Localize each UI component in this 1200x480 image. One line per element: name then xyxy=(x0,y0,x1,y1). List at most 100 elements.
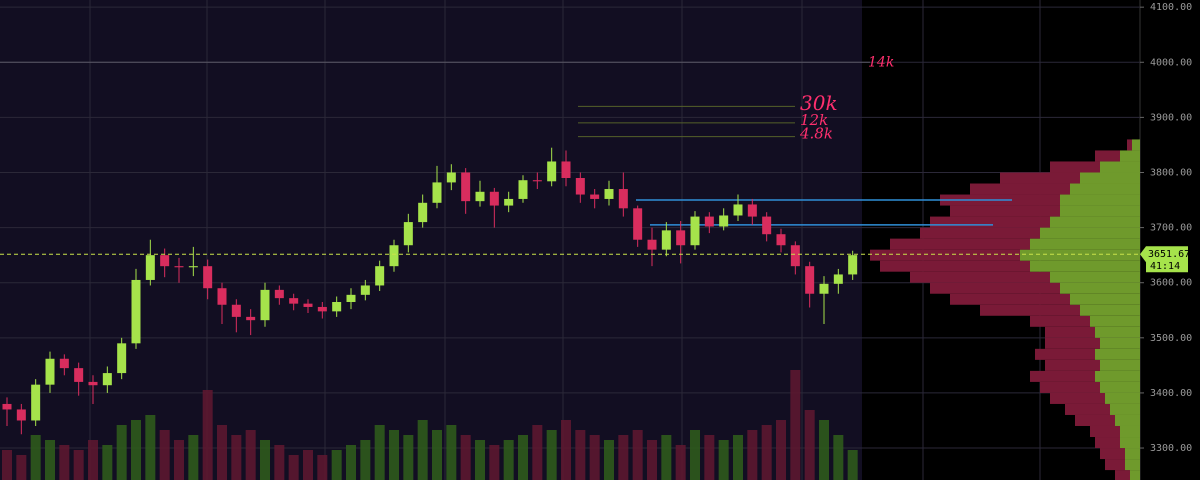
candle-body xyxy=(389,245,399,267)
profile-buy xyxy=(1020,249,1140,261)
annotation: 4.8k xyxy=(799,125,833,143)
volume-bar xyxy=(632,430,643,480)
profile-sell xyxy=(950,293,1070,305)
profile-buy xyxy=(1110,403,1140,415)
profile-sell xyxy=(1030,370,1095,382)
candle-body xyxy=(690,216,700,246)
candle-body xyxy=(575,178,585,195)
candle-body xyxy=(776,234,786,246)
profile-sell xyxy=(1100,448,1125,460)
candle-body xyxy=(217,288,227,305)
price-tag xyxy=(1140,246,1188,273)
profile-sell xyxy=(920,227,1040,239)
profile-buy xyxy=(1132,139,1140,151)
profile-buy xyxy=(1125,459,1140,471)
profile-sell xyxy=(910,271,1050,283)
candle-body xyxy=(260,289,270,321)
profile-sell xyxy=(980,304,1080,316)
y-tick-label: 3900.00 xyxy=(1150,112,1192,123)
candle-body xyxy=(145,255,155,280)
volume-bar xyxy=(102,445,113,480)
candle-body xyxy=(790,245,800,267)
profile-buy xyxy=(1125,448,1140,460)
volume-bar xyxy=(432,430,442,480)
volume-bar xyxy=(704,435,715,480)
volume-bar xyxy=(847,450,858,480)
volume-bar xyxy=(274,445,285,480)
volume-bar xyxy=(346,445,356,480)
candle-body xyxy=(31,384,41,421)
candle-body xyxy=(733,204,743,216)
y-tick-label: 3800.00 xyxy=(1150,167,1192,178)
profile-buy xyxy=(1060,282,1140,294)
volume-bar xyxy=(30,435,41,480)
last-price-label: 3651.67 xyxy=(1148,249,1190,260)
volume-bar xyxy=(59,445,70,480)
candle-body xyxy=(2,403,12,410)
volume-bar xyxy=(460,435,471,480)
profile-buy xyxy=(1050,271,1140,283)
candle-body xyxy=(102,373,112,386)
candle-body xyxy=(633,208,643,240)
volume-bar xyxy=(589,435,600,480)
profile-sell xyxy=(1040,381,1100,393)
profile-buy xyxy=(1070,293,1140,305)
candle-body xyxy=(704,216,714,227)
profile-sell xyxy=(1045,326,1095,338)
profile-sell xyxy=(950,205,1060,217)
volume-bar xyxy=(188,435,199,480)
candle-body xyxy=(59,358,69,369)
candle-body xyxy=(547,161,557,182)
candle-body xyxy=(131,279,141,344)
volume-bar xyxy=(159,430,170,480)
profile-buy xyxy=(1060,205,1140,217)
volume-bar xyxy=(575,430,586,480)
volume-bar xyxy=(804,410,815,480)
candle-body xyxy=(289,298,299,304)
y-tick-label: 4000.00 xyxy=(1150,57,1192,68)
profile-buy xyxy=(1070,183,1140,195)
volume-bar xyxy=(618,435,629,480)
volume-bar xyxy=(360,440,371,480)
candle-body xyxy=(819,283,829,294)
volume-bar xyxy=(475,440,485,480)
volume-bar xyxy=(790,370,801,480)
profile-buy xyxy=(1115,414,1140,426)
candle-body xyxy=(848,255,858,275)
candle-body xyxy=(475,191,485,202)
volume-bar xyxy=(776,420,786,480)
candle-body xyxy=(160,255,170,267)
profile-sell xyxy=(1065,403,1110,415)
candle-body xyxy=(446,172,456,183)
profile-buy xyxy=(1030,260,1140,272)
profile-sell xyxy=(1095,150,1120,162)
profile-sell xyxy=(1095,437,1120,449)
volume-bar xyxy=(303,450,313,480)
candle-body xyxy=(432,182,442,203)
profile-buy xyxy=(1100,359,1140,371)
volume-bar xyxy=(116,425,127,480)
volume-bar xyxy=(718,440,729,480)
volume-bar xyxy=(417,420,428,480)
volume-bar xyxy=(217,425,227,480)
candle-body xyxy=(332,301,342,312)
y-tick-label: 3300.00 xyxy=(1150,443,1192,454)
candle-body xyxy=(418,202,428,223)
candle-body xyxy=(805,266,815,294)
profile-buy xyxy=(1080,172,1140,184)
volume-bar xyxy=(446,425,457,480)
volume-bar xyxy=(761,425,772,480)
candle-body xyxy=(117,343,127,374)
volume-bar xyxy=(260,440,270,480)
volume-bar xyxy=(331,450,342,480)
candle-body xyxy=(231,304,241,317)
candle-body xyxy=(274,289,284,299)
y-tick-label: 3400.00 xyxy=(1150,388,1192,399)
candle-body xyxy=(504,198,514,206)
candle-body xyxy=(303,303,313,307)
volume-bar xyxy=(202,390,213,480)
volume-bar xyxy=(245,430,256,480)
profile-buy xyxy=(1040,227,1140,239)
